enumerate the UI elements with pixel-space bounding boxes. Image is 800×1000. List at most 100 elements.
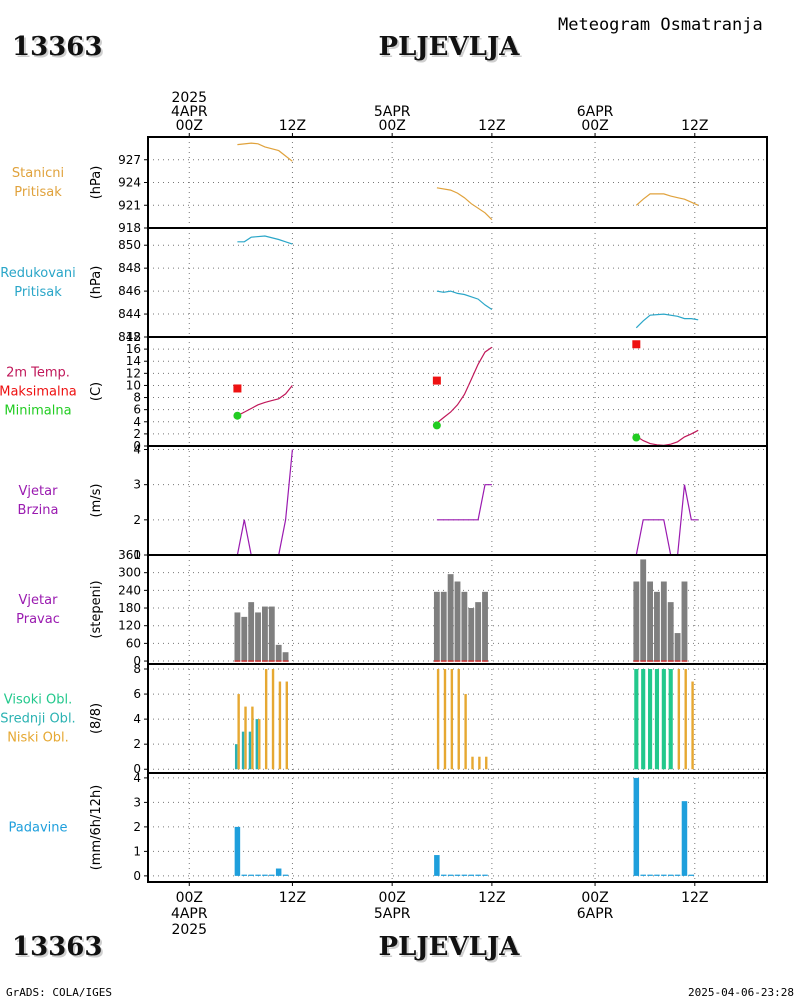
y-tick-label: 848: [118, 261, 141, 275]
time-label-bottom: 5APR: [374, 906, 411, 922]
panel-label: Niski Obl.: [7, 731, 69, 746]
min-temp-marker: [233, 411, 242, 420]
panel-label: Srednji Obl.: [0, 712, 75, 727]
y-tick-label: 12: [126, 366, 141, 380]
bar: [454, 874, 461, 876]
bar: [648, 669, 653, 770]
y-tick-label: 240: [118, 583, 141, 597]
y-tick-label: 842: [118, 330, 141, 344]
bar: [234, 826, 241, 876]
bar: [269, 874, 275, 876]
y-tick-label: 1: [133, 548, 141, 562]
bar: [436, 669, 440, 770]
panel-unit-label: (hPa): [89, 266, 104, 300]
bar: [661, 874, 667, 876]
y-tick-label: 846: [118, 284, 141, 298]
y-tick-label: 18: [126, 330, 141, 344]
y-tick-label: 844: [118, 307, 141, 321]
y-tick-label: 4: [133, 712, 141, 726]
time-label-top: 12Z: [279, 118, 306, 134]
bar: [433, 591, 440, 662]
bar: [268, 606, 275, 662]
bar: [660, 581, 667, 662]
bar: [461, 591, 468, 662]
bar: [633, 581, 640, 662]
subtitle: Meteogram Osmatranja: [558, 15, 763, 35]
bar: [271, 669, 275, 770]
bar: [258, 719, 261, 770]
time-label-top: 12Z: [681, 118, 708, 134]
bar: [241, 874, 248, 876]
series-group: [237, 235, 699, 329]
panel-frame: [147, 772, 768, 883]
station-name-bottom-shadow: PLJEVLJA: [381, 934, 523, 964]
series-line: [237, 385, 293, 417]
y-tick-label: 3: [133, 795, 141, 809]
y-tick-label: 6: [133, 687, 141, 701]
y-tick-label: 10: [126, 378, 141, 392]
bar: [282, 874, 289, 876]
footer-timestamp: 2025-04-06-23:28: [688, 986, 794, 999]
time-label-top: 00Z: [378, 118, 405, 134]
bar: [478, 756, 481, 770]
bar: [244, 706, 247, 770]
y-tick-label: 918: [118, 221, 141, 235]
y-tick-label: 0: [133, 654, 141, 668]
time-label-top: 00Z: [176, 118, 203, 134]
time-label-bottom: 4APR: [171, 906, 208, 922]
series-line: [436, 484, 492, 521]
series-group: [234, 669, 694, 770]
series-line: [237, 235, 293, 245]
min-temp-marker: [632, 433, 641, 442]
panel-label: 2m Temp.: [6, 366, 70, 381]
panel-unit-label: (mm/6h/12h): [89, 785, 104, 871]
panel-label: Redukovani: [0, 266, 75, 281]
y-tick-label: 8: [133, 391, 141, 405]
series-line: [635, 313, 699, 329]
bar: [447, 874, 454, 876]
bar: [234, 744, 238, 770]
panel-wind-direction: 0 60 120 180 240 300 360 Vjetar Pravac (stepeni): [16, 548, 768, 668]
bar: [633, 777, 640, 876]
series-line: [635, 484, 699, 555]
bar: [241, 616, 248, 662]
y-tick-label: 120: [118, 619, 141, 633]
station-id-bottom: 13363: [12, 932, 102, 962]
time-label-top: 4APR: [171, 104, 208, 120]
panel-label: Maksimalna: [0, 385, 77, 400]
series-line: [237, 142, 293, 162]
series-group: [236, 449, 699, 555]
panel-unit-label: (hPa): [89, 166, 104, 200]
series-line: [436, 346, 493, 424]
y-tick-label: 4: [133, 415, 141, 429]
bar: [461, 874, 468, 876]
y-tick-label: 0: [133, 439, 141, 453]
panel-label: Pritisak: [14, 185, 62, 200]
bar: [440, 591, 447, 662]
bar: [681, 581, 688, 662]
panel-station-pressure: 918 921 924 927 Stanicni Pritisak (hPa): [12, 136, 768, 235]
panel-label: Minimalna: [4, 404, 71, 419]
bar: [475, 602, 482, 662]
bar: [647, 581, 654, 662]
bar: [450, 669, 454, 770]
bar: [667, 874, 674, 876]
time-label-bottom: 00Z: [378, 890, 405, 906]
bar: [681, 801, 688, 876]
y-tick-label: 360: [118, 548, 141, 562]
time-label-bottom: 12Z: [681, 890, 708, 906]
bar: [475, 874, 481, 876]
y-tick-label: 2: [133, 427, 141, 441]
bar: [647, 874, 653, 876]
panel-label: Brzina: [18, 503, 59, 518]
bar: [237, 694, 240, 770]
bar: [688, 874, 695, 876]
y-tick-label: 2: [133, 513, 141, 527]
bar: [251, 706, 254, 770]
panel-label: Stanicni: [12, 166, 64, 181]
bar: [654, 591, 660, 662]
bar: [674, 874, 681, 876]
